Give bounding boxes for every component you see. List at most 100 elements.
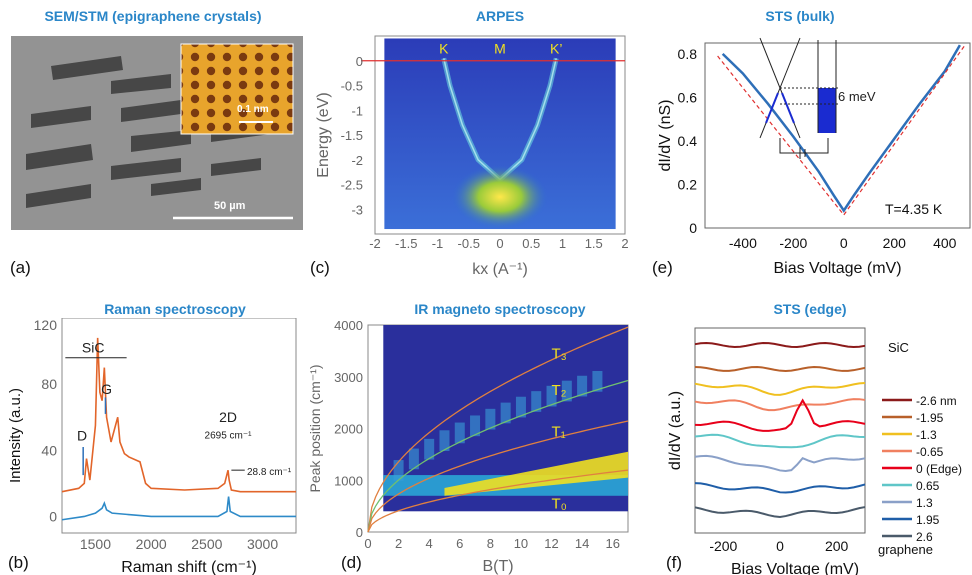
scale-bar-label: 50 µm (214, 200, 246, 212)
inset-scale-label: 0.1 nm (237, 104, 269, 115)
panel-label-a: (a) (10, 258, 31, 277)
plot-frame (61, 318, 297, 534)
transition-label: T₀ (552, 496, 567, 513)
panel-a-title: SEM/STM (epigraphene crystals) (44, 8, 262, 24)
legend-label: 0.65 (916, 479, 940, 493)
ir-stripe (500, 402, 511, 424)
sem-image (11, 36, 303, 230)
peak-label: D (77, 427, 87, 443)
series-line (694, 454, 866, 472)
x-tick-label: 2 (621, 236, 628, 251)
transition-label: T₃ (552, 346, 567, 363)
t1-curve (367, 420, 629, 533)
y-tick-label: -3 (351, 202, 363, 217)
t0-curve (367, 469, 629, 533)
plot-frame (704, 42, 971, 229)
ir-stripe (424, 438, 435, 460)
series-line (694, 398, 866, 432)
legend-label: -1.3 (916, 428, 937, 442)
ir-stripe (408, 448, 419, 470)
x-tick-label: 200 (883, 235, 907, 251)
y-tick-label: 1000 (334, 473, 363, 488)
y-axis-label: dI/dV (nS) (657, 99, 674, 171)
series-line (694, 382, 866, 396)
x-tick-label: 4 (426, 536, 433, 551)
bottom-side-label: graphene (878, 542, 933, 557)
t2-curve (367, 379, 629, 533)
y-tick-label: -0.5 (341, 79, 363, 94)
x-axis-label: B(T) (482, 558, 513, 575)
x-tick-label: 200 (825, 538, 849, 554)
x-tick-label: 8 (487, 536, 494, 551)
y-tick-label: 0.4 (678, 133, 698, 149)
panel-e-title: STS (bulk) (765, 8, 835, 24)
series-line (694, 342, 866, 348)
x-tick-label: 0.5 (522, 236, 540, 251)
panel-d-title: IR magneto spectroscopy (414, 301, 586, 317)
series-line (694, 506, 866, 518)
circuit-wire (779, 138, 829, 154)
y-tick-label: 0 (356, 54, 363, 69)
ir-stripe (393, 460, 404, 481)
temperature-label: T=4.35 K (885, 201, 943, 217)
y-tick-label: 120 (34, 318, 58, 333)
peak-label: SiC (82, 340, 105, 356)
series-line (721, 44, 961, 213)
tip-state-box (818, 88, 836, 133)
panel-label-b: (b) (8, 553, 29, 572)
arpes-hotspot (452, 164, 548, 229)
x-tick-label: 400 (933, 235, 957, 251)
x-tick-label: 2 (395, 536, 402, 551)
legend-label: 0 (Edge) (916, 462, 962, 476)
transition-label: T₁ (552, 423, 566, 440)
x-axis-label: Raman shift (cm⁻¹) (121, 559, 257, 575)
series-line (694, 433, 866, 449)
y-tick-label: -2 (351, 153, 363, 168)
y-tick-label: 0 (49, 508, 57, 524)
x-tick-label: 6 (456, 536, 463, 551)
arpes-chart: K M K’ -2 -1.5 -1 -0.5 0 0.5 1 1.5 2 0 -0.5 -1 -1.5 -2 -2… (315, 35, 629, 278)
y-tick-label: 2000 (334, 422, 363, 437)
series-line (694, 482, 866, 494)
point-label: K (439, 40, 449, 56)
x-tick-label: 14 (575, 536, 589, 551)
y-tick-label: -1.5 (341, 128, 363, 143)
point-label: K’ (550, 40, 562, 56)
top-side-label: SiC (888, 340, 909, 355)
ir-stripe (485, 408, 496, 430)
ir-stripe (470, 415, 481, 437)
filled-band (765, 92, 779, 124)
x-tick-label: 2500 (191, 536, 222, 552)
y-axis-label: Energy (eV) (315, 92, 332, 177)
panel-label-d: (d) (341, 553, 362, 572)
y-tick-label: 0.2 (678, 176, 698, 192)
y-tick-label: 0.6 (678, 89, 698, 105)
legend-label: -0.65 (916, 445, 944, 459)
ir-stripe (546, 385, 557, 407)
peak-label: 2D (219, 409, 237, 425)
legend-label: -1.95 (916, 411, 944, 425)
panel-b-title: Raman spectroscopy (104, 301, 246, 317)
x-tick-label: -2 (369, 236, 381, 251)
y-axis-label: Peak position (cm⁻¹) (307, 365, 323, 493)
ir-stripe (561, 380, 572, 402)
y-tick-label: -2.5 (341, 178, 363, 193)
x-axis-label: kx (A⁻¹) (472, 261, 528, 278)
filled-band (781, 92, 795, 124)
x-tick-label: 16 (605, 536, 619, 551)
ir-stripe (592, 371, 603, 392)
x-tick-label: 1 (559, 236, 566, 251)
y-tick-label: 0 (356, 525, 363, 540)
peak-label: G (101, 381, 112, 397)
x-tick-label: -1.5 (395, 236, 417, 251)
x-tick-label: -0.5 (458, 236, 480, 251)
legend-label: 1.95 (916, 513, 940, 527)
t3-curve (367, 326, 629, 533)
ir-stripe (515, 396, 526, 418)
y-tick-label: -1 (351, 103, 363, 118)
ir-stripe (577, 375, 588, 397)
y-tick-label: 0 (689, 220, 697, 236)
sts-edge-chart: -2.6 nm -1.95 -1.3 -0.65 0 (Edge) 0.65 1.3 1.95… (667, 327, 962, 575)
y-tick-label: 80 (41, 376, 57, 392)
panel-label-c: (c) (310, 258, 330, 277)
